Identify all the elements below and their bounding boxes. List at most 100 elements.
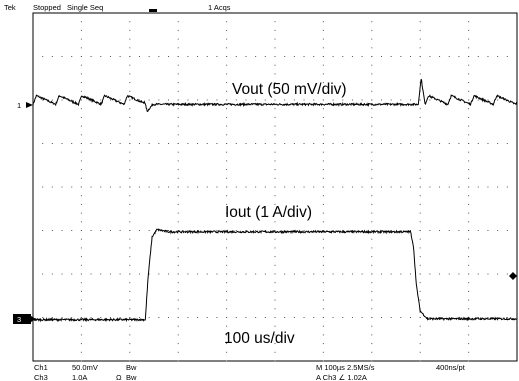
- grid-dot: [361, 99, 363, 101]
- grid-dot: [351, 143, 353, 144]
- grid-dot: [51, 99, 53, 101]
- grid-dot: [216, 56, 218, 57]
- grid-dot: [177, 282, 179, 284]
- grid-dot: [255, 317, 257, 318]
- grid-dot: [177, 203, 179, 205]
- grid-dot: [177, 29, 179, 31]
- grid-dot: [322, 21, 324, 23]
- grid-dot: [158, 317, 160, 318]
- grid-dot: [187, 230, 189, 231]
- grid-dot: [226, 273, 228, 275]
- grid-dot: [42, 56, 44, 57]
- grid-dot: [371, 308, 373, 310]
- grid-dot: [129, 247, 131, 249]
- grid-dot: [138, 273, 140, 275]
- grid-dot: [342, 186, 344, 188]
- grid-dot: [80, 212, 82, 214]
- grid-dot: [158, 186, 160, 188]
- grid-dot: [138, 143, 140, 144]
- grid-dot: [322, 351, 324, 353]
- grid-dot: [129, 47, 131, 49]
- grid-dot: [148, 143, 150, 144]
- grid-dot: [371, 160, 373, 162]
- grid-dot: [129, 116, 131, 118]
- grid-dot: [80, 334, 82, 336]
- grid-dot: [138, 186, 140, 188]
- grid-dot: [274, 73, 276, 75]
- grid-dot: [371, 177, 373, 179]
- grid-dot: [264, 143, 266, 144]
- right-edge-marker: [509, 272, 517, 280]
- grid-dot: [468, 82, 470, 84]
- grid-dot: [226, 151, 228, 153]
- grid-dot: [371, 273, 373, 275]
- grid-dot: [177, 334, 179, 336]
- grid-dot: [80, 73, 82, 75]
- grid-dot: [380, 143, 382, 144]
- grid-dot: [42, 143, 44, 144]
- grid-dot: [226, 299, 228, 301]
- grid-dot: [61, 99, 63, 101]
- grid-dot: [90, 186, 92, 188]
- grid-dot: [332, 186, 334, 188]
- grid-dot: [264, 273, 266, 275]
- grid-dot: [439, 273, 441, 275]
- grid-dot: [80, 360, 82, 362]
- grid-dot: [177, 221, 179, 223]
- grid-dot: [245, 186, 247, 188]
- grid-dot: [138, 56, 140, 57]
- grid-dot: [468, 334, 470, 336]
- brand-label: Tek: [4, 3, 16, 12]
- grid-dot: [361, 230, 363, 231]
- grid-dot: [322, 160, 324, 162]
- grid-dot: [429, 186, 431, 188]
- grid-dot: [380, 99, 382, 101]
- grid-dot: [61, 273, 63, 275]
- grid-dot: [371, 256, 373, 258]
- grid-dot: [226, 90, 228, 92]
- grid-dot: [322, 334, 324, 336]
- grid-dot: [255, 186, 257, 188]
- grid-dot: [468, 238, 470, 240]
- grid-dot: [255, 273, 257, 275]
- grid-dot: [322, 134, 324, 136]
- grid-dot: [400, 56, 402, 57]
- grid-dot: [226, 343, 228, 345]
- grid-dot: [342, 99, 344, 101]
- grid-dot: [80, 38, 82, 40]
- grid-dot: [371, 56, 373, 57]
- grid-dot: [487, 186, 489, 188]
- grid-dot: [274, 143, 276, 144]
- grid-dot: [419, 186, 421, 188]
- grid-dot: [429, 230, 431, 231]
- grid-dot: [129, 21, 131, 23]
- grid-dot: [274, 169, 276, 171]
- grid-dot: [332, 56, 334, 57]
- grid-dot: [468, 143, 470, 144]
- grid-dot: [255, 143, 257, 144]
- grid-dot: [129, 143, 131, 144]
- timebase-annotation: 100 us/div: [224, 330, 295, 347]
- grid-dot: [322, 125, 324, 127]
- grid-dot: [429, 99, 431, 101]
- grid-dot: [419, 247, 421, 249]
- grid-dot: [371, 186, 373, 188]
- grid-dot: [332, 317, 334, 318]
- grid-dot: [226, 134, 228, 136]
- ch3-label: Ch3: [34, 373, 48, 381]
- grid-dot: [90, 230, 92, 231]
- grid-dot: [506, 230, 508, 231]
- grid-dot: [439, 186, 441, 188]
- grid-dot: [129, 334, 131, 336]
- grid-dot: [274, 221, 276, 223]
- iout-annotation: Iout (1 A/div): [225, 204, 312, 221]
- grid-dot: [458, 186, 460, 188]
- grid-dot: [322, 29, 324, 31]
- iout-trace: [32, 228, 518, 323]
- grid-dot: [274, 56, 276, 57]
- grid-dot: [322, 290, 324, 292]
- grid-dot: [226, 125, 228, 127]
- grid-dot: [477, 186, 479, 188]
- grid-dot: [371, 343, 373, 345]
- grid-dot: [158, 273, 160, 275]
